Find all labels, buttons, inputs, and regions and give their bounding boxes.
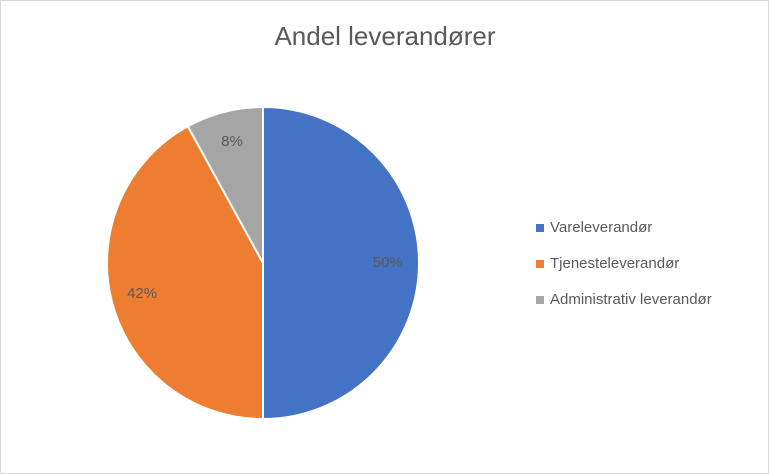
- legend-label: Vareleverandør: [550, 219, 652, 236]
- data-label: 8%: [221, 133, 243, 150]
- pie-slice: [186, 105, 264, 264]
- chart-title: Andel leverandører: [274, 21, 495, 51]
- legend-label: Administrativ leverandør: [550, 291, 712, 308]
- data-label: 50%: [373, 254, 403, 271]
- legend-swatch: [536, 296, 544, 304]
- data-label: 42%: [127, 285, 157, 302]
- pie-slice: [106, 124, 264, 421]
- legend-label: Tjenesteleverandør: [550, 255, 679, 272]
- legend-swatch: [536, 224, 544, 232]
- pie-slice: [262, 105, 420, 421]
- legend-swatch: [536, 260, 544, 268]
